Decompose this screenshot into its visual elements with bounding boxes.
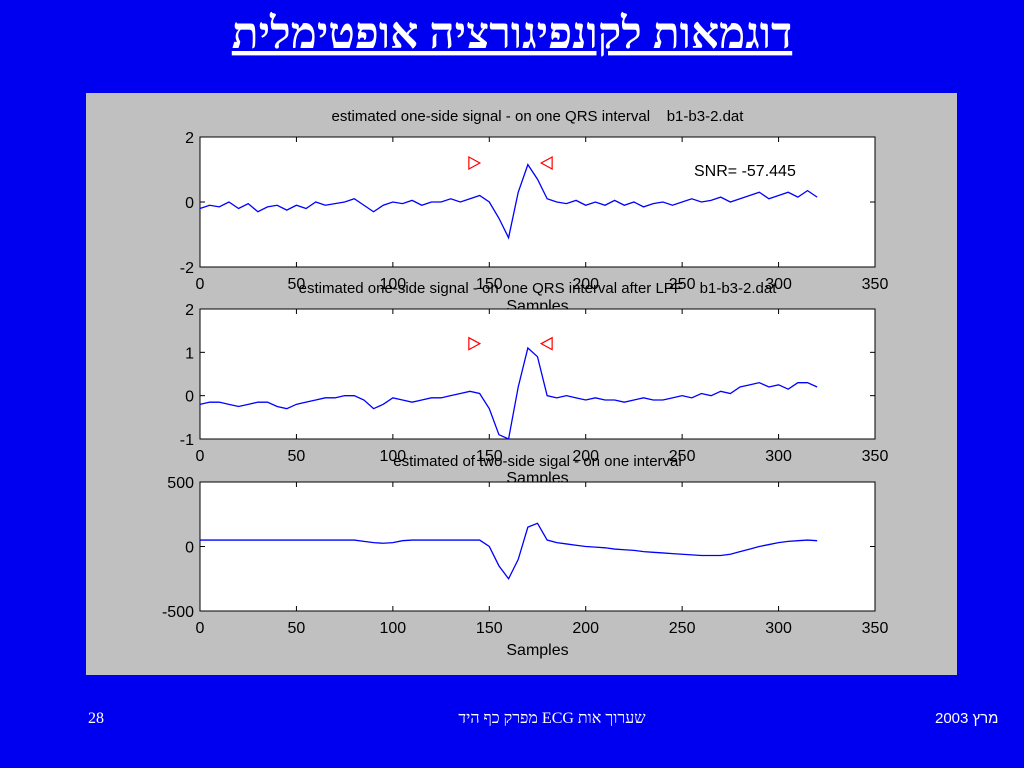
marker [539, 336, 553, 351]
x-tick-label: 350 [862, 276, 889, 293]
y-tick-label: -1 [180, 432, 194, 449]
x-tick-label: 100 [380, 448, 407, 465]
chart-title: estimated one-side signal - on one QRS i… [299, 280, 778, 297]
x-tick-label: 200 [572, 448, 599, 465]
axes-box [199, 481, 876, 612]
y-tick-label: 500 [167, 475, 194, 492]
x-tick-label: 200 [572, 620, 599, 637]
signal-line [199, 346, 818, 440]
x-tick-label: 350 [862, 448, 889, 465]
y-tick-label: 0 [185, 389, 194, 406]
slide-title: דוגמאות לקונפיגורציה אופטימלית [232, 9, 792, 58]
x-tick-label: 250 [669, 276, 696, 293]
y-tick-label: -500 [162, 604, 194, 621]
x-tick-label: 50 [288, 276, 306, 293]
x-tick-label: 300 [765, 448, 792, 465]
marker [468, 155, 482, 171]
signal-line [199, 163, 818, 240]
marker [539, 155, 553, 171]
marker [468, 336, 482, 351]
x-tick-label: 200 [572, 276, 599, 293]
x-tick-label: 100 [380, 276, 407, 293]
x-tick-label: 150 [476, 620, 503, 637]
x-axis-label: Samples [506, 642, 568, 659]
x-tick-label: 250 [669, 448, 696, 465]
x-tick-label: 0 [196, 448, 205, 465]
x-tick-label: 150 [476, 276, 503, 293]
y-tick-label: 1 [185, 345, 194, 362]
footer-text: שערוך אות ECG מפרק כף היד [458, 710, 646, 727]
page-number: 28 [88, 710, 104, 727]
x-tick-label: 300 [765, 620, 792, 637]
x-tick-label: 0 [196, 620, 205, 637]
x-tick-label: 100 [380, 620, 407, 637]
y-tick-label: 2 [185, 302, 194, 319]
x-tick-label: 250 [669, 620, 696, 637]
y-tick-label: 2 [185, 130, 194, 147]
annotation: SNR= -57.445 [694, 163, 796, 180]
y-tick-label: 0 [185, 540, 194, 557]
chart-title: estimated of two-side sigal - on one int… [393, 453, 681, 470]
y-tick-label: -2 [180, 260, 194, 277]
x-tick-label: 150 [476, 448, 503, 465]
x-tick-label: 0 [196, 276, 205, 293]
x-tick-label: 50 [288, 448, 306, 465]
x-tick-label: 350 [862, 620, 889, 637]
footer-date: מרץ 2003 [935, 710, 998, 727]
axes-box [199, 136, 876, 268]
chart-title: estimated one-side signal - on one QRS i… [332, 108, 745, 125]
axes-box [199, 308, 876, 440]
x-tick-label: 50 [288, 620, 306, 637]
signal-line [200, 522, 818, 580]
x-tick-label: 300 [765, 276, 792, 293]
y-tick-label: 0 [185, 195, 194, 212]
